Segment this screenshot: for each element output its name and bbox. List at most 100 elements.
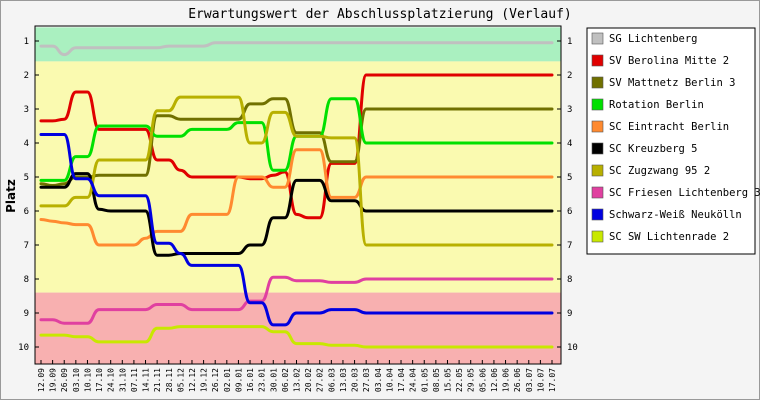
series-line-8 <box>39 133 554 327</box>
x-tick-label: 19.06 <box>502 368 511 392</box>
x-tick-label: 26.09 <box>60 368 69 392</box>
legend-swatch <box>591 120 604 133</box>
x-tick-label: 19.09 <box>49 368 58 392</box>
legend-swatch <box>591 98 604 111</box>
x-tick-label: 20.03 <box>351 368 360 392</box>
y-tick-label: 1 <box>24 37 29 47</box>
x-ticks: 12.09 19.09 26.09 03.10 10.10 17.10 24.10 31.10… <box>37 360 557 392</box>
zone-band-0 <box>35 27 561 62</box>
x-tick-label: 12.09 <box>37 368 46 392</box>
y-tick-label: 9 <box>24 309 29 319</box>
legend-label: SV Mattnetz Berlin 3 <box>609 77 735 89</box>
x-tick-label: 03.07 <box>525 368 534 392</box>
legend-label: SC Zugzwang 95 2 <box>609 165 710 177</box>
x-tick-label: 24.04 <box>409 368 418 392</box>
y-ticks-left: 1 2 3 4 5 6 7 8 9 10 <box>18 37 39 353</box>
series-line-0 <box>39 41 554 57</box>
y-tick-label-right: 2 <box>567 71 572 81</box>
x-tick-label: 17.07 <box>548 368 557 392</box>
legend-label: SG Lichtenberg <box>609 33 698 45</box>
y-tick-label: 10 <box>18 343 29 353</box>
x-tick-label: 05.12 <box>176 368 185 392</box>
y-tick-label: 5 <box>24 173 29 183</box>
x-tick-label: 21.11 <box>153 368 162 392</box>
x-tick-label: 10.04 <box>385 368 394 392</box>
x-tick-label: 30.01 <box>269 368 278 392</box>
x-tick-label: 16.01 <box>246 368 255 392</box>
legend-swatch <box>591 142 604 155</box>
x-tick-label: 17.04 <box>397 368 406 392</box>
y-tick-label-right: 9 <box>567 309 572 319</box>
y-tick-label-right: 1 <box>567 37 572 47</box>
legend-swatch <box>591 54 604 67</box>
chart-title: Erwartungswert der Abschlussplatzierung … <box>188 7 572 22</box>
x-tick-label: 26.12 <box>211 368 220 392</box>
x-tick-label: 27.02 <box>316 368 325 392</box>
x-tick-label: 20.02 <box>304 368 313 392</box>
x-tick-label: 22.05 <box>455 368 464 392</box>
legend: SG Lichtenberg SV Berolina Mitte 2 SV Matt… <box>586 27 760 255</box>
x-tick-label: 05.06 <box>478 368 487 392</box>
legend-label: Schwarz-Weiß Neukölln <box>609 209 742 221</box>
y-tick-label: 2 <box>24 71 29 81</box>
legend-label: SC Friesen Lichtenberg 3 <box>609 187 760 199</box>
plot-border <box>34 25 562 365</box>
x-tick-label: 15.05 <box>443 368 452 392</box>
x-tick-label: 07.11 <box>130 368 139 392</box>
legend-label: SC Eintracht Berlin <box>609 121 729 133</box>
legend-swatch <box>591 230 604 243</box>
y-tick-label-right: 10 <box>567 343 578 353</box>
x-tick-label: 19.12 <box>200 368 209 392</box>
legend-label: SV Berolina Mitte 2 <box>609 55 729 67</box>
x-tick-label: 03.10 <box>72 368 81 392</box>
x-tick-label: 06.02 <box>281 368 290 392</box>
y-ticks-right: 1 2 3 4 5 6 7 8 9 10 <box>557 37 578 353</box>
x-tick-label: 13.03 <box>339 368 348 392</box>
series-line-9 <box>39 325 554 349</box>
y-tick-label-right: 3 <box>567 105 572 115</box>
legend-swatch <box>591 186 604 199</box>
x-tick-label: 27.03 <box>362 368 371 392</box>
y-tick-label: 7 <box>24 241 29 251</box>
x-tick-label: 06.03 <box>327 368 336 392</box>
x-tick-label: 14.11 <box>142 368 151 392</box>
legend-box <box>586 27 756 255</box>
x-tick-label: 09.01 <box>234 368 243 392</box>
x-tick-label: 26.06 <box>513 368 522 392</box>
legend-label: Rotation Berlin <box>609 99 704 111</box>
legend-swatch <box>591 164 604 177</box>
series-line-7 <box>39 275 554 325</box>
zone-band-2 <box>35 292 561 364</box>
legend-swatch <box>591 32 604 45</box>
series-line-6 <box>39 95 554 247</box>
x-tick-label: 02.01 <box>223 368 232 392</box>
x-tick-label: 17.10 <box>95 368 104 392</box>
y-tick-label-right: 8 <box>567 275 572 285</box>
x-tick-label: 13.02 <box>293 368 302 392</box>
series-line-2 <box>39 97 554 187</box>
legend-swatch <box>591 208 604 221</box>
x-tick-label: 01.05 <box>420 368 429 392</box>
y-tick-label-right: 4 <box>567 139 572 149</box>
x-tick-label: 12.06 <box>490 368 499 392</box>
y-tick-label-right: 6 <box>567 207 572 217</box>
y-axis-label: Platz <box>4 179 18 213</box>
legend-label: SC Kreuzberg 5 <box>609 143 698 155</box>
legend-swatch <box>591 76 604 89</box>
x-tick-label: 28.11 <box>165 368 174 392</box>
y-tick-label: 4 <box>24 139 29 149</box>
series-line-4 <box>39 148 554 247</box>
y-tick-label: 3 <box>24 105 29 115</box>
y-tick-label-right: 5 <box>567 173 572 183</box>
y-tick-label: 6 <box>24 207 29 217</box>
x-tick-label: 24.10 <box>107 368 116 392</box>
x-tick-label: 29.05 <box>467 368 476 392</box>
x-tick-label: 31.10 <box>118 368 127 392</box>
x-tick-label: 10.07 <box>536 368 545 392</box>
x-tick-label: 03.04 <box>374 368 383 392</box>
legend-label: SC SW Lichtenrade 2 <box>609 231 729 243</box>
x-tick-label: 10.10 <box>83 368 92 392</box>
y-tick-label: 8 <box>24 275 29 285</box>
series-line-5 <box>39 172 554 257</box>
